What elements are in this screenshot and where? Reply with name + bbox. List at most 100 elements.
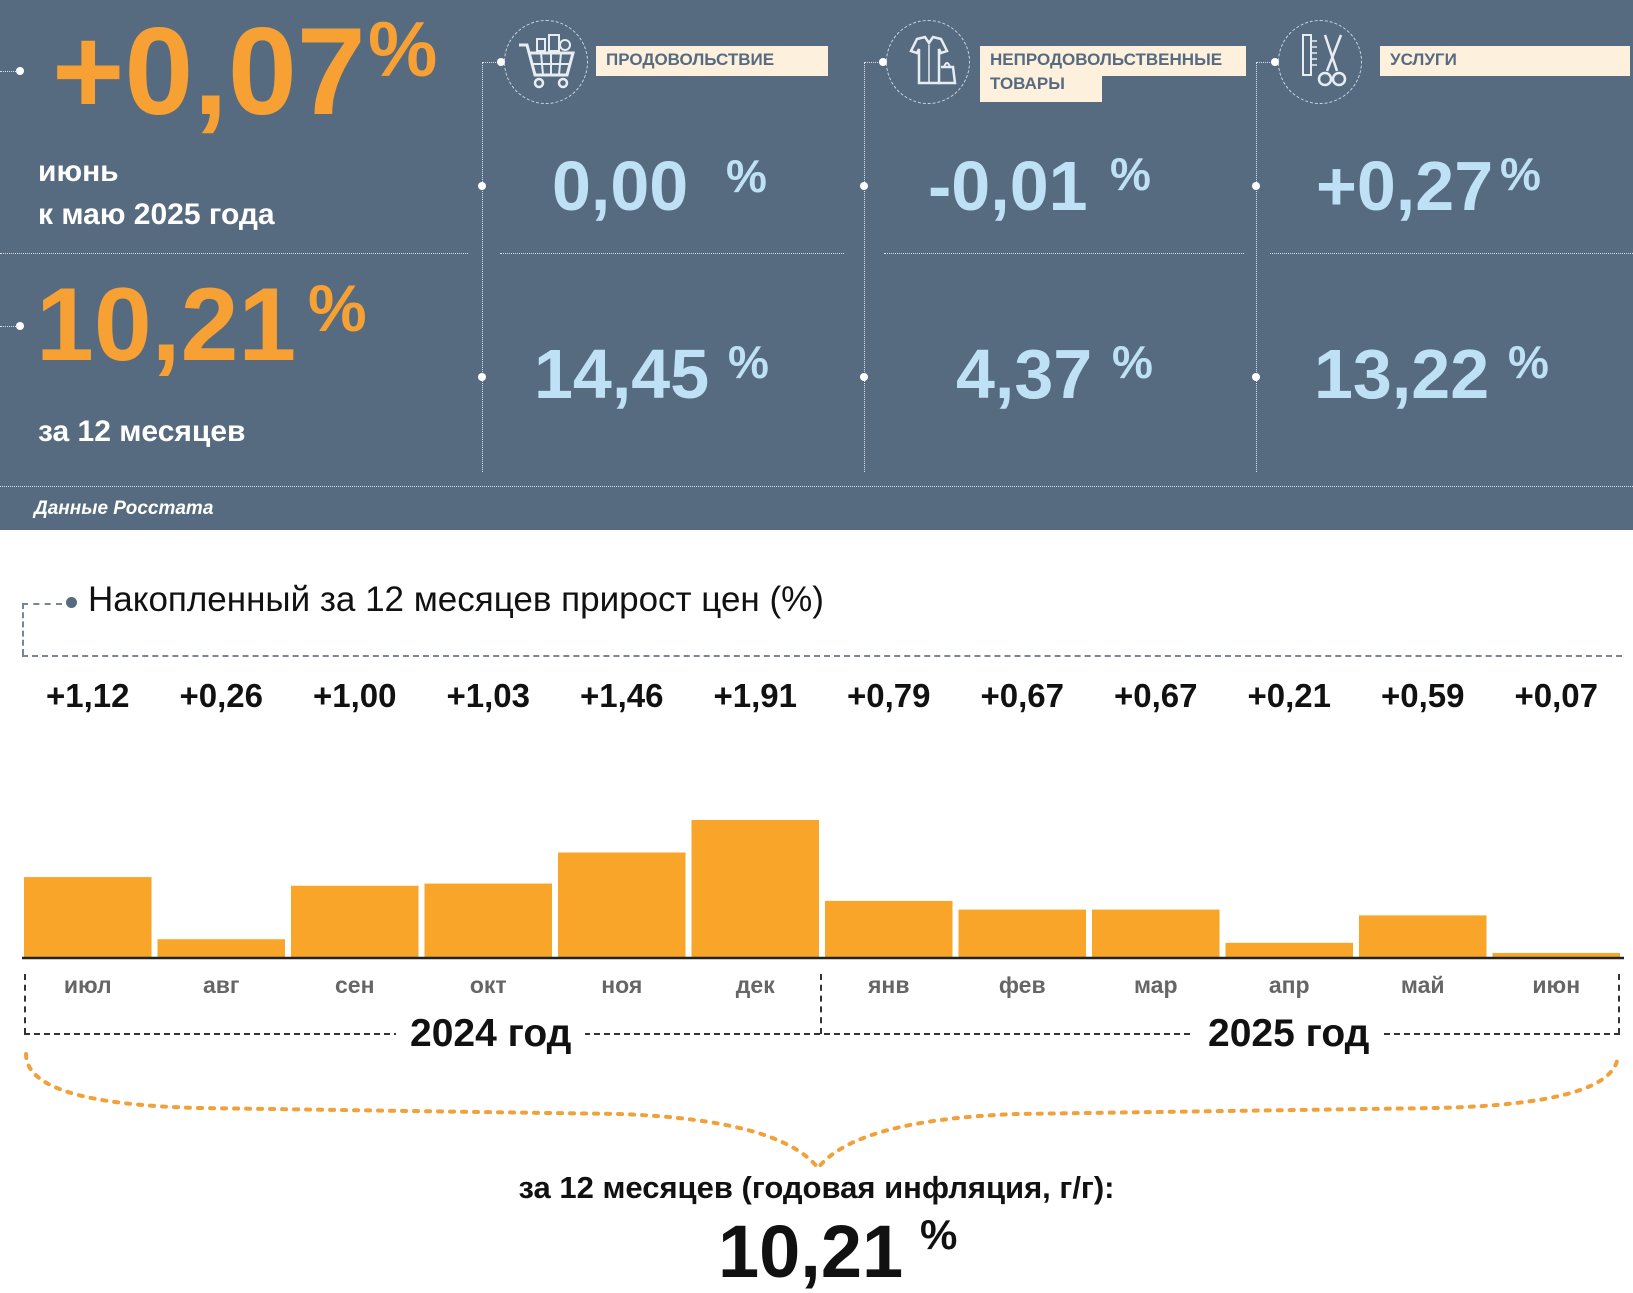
monthly-period-line1: июнь	[38, 155, 119, 188]
bar-ноя	[558, 852, 686, 958]
summary-pct: %	[920, 1211, 958, 1258]
chart-title: Накопленный за 12 месяцев прирост цен (%…	[88, 580, 824, 619]
value-label: +1,91	[713, 677, 798, 714]
nonfood-monthly-pct: %	[1110, 148, 1151, 200]
annual-period-label: за 12 месяцев	[38, 415, 246, 448]
food-monthly-pct: %	[726, 150, 767, 202]
bar-май	[1359, 915, 1487, 958]
connector-dot	[879, 58, 887, 66]
curly-brace	[24, 1052, 1620, 1172]
category-label-food: ПРОДОВОЛЬСТВИЕ	[596, 46, 828, 76]
year-label-2025: 2025 год	[1194, 1011, 1384, 1057]
year-label-2024: 2024 год	[396, 1011, 586, 1057]
connector-line	[864, 62, 884, 63]
month-label: фев	[998, 972, 1046, 998]
nonfood-annual-pct: %	[1112, 336, 1153, 388]
column-divider	[1256, 62, 1257, 472]
month-label: авг	[202, 972, 240, 998]
value-label: +0,67	[1114, 677, 1198, 714]
connector-line	[1256, 62, 1276, 63]
year-bracket	[1618, 974, 1620, 1034]
divider	[0, 486, 1633, 487]
connector-dot	[860, 182, 868, 190]
month-label: апр	[1268, 972, 1310, 998]
value-label: +1,03	[446, 677, 531, 714]
category-label-nonfood: НЕПРОДОВОЛЬСТВЕННЫЕ	[980, 46, 1246, 76]
connector-line	[0, 326, 18, 327]
month-label: янв	[868, 972, 910, 998]
bar-окт	[424, 883, 552, 958]
value-label: +0,79	[847, 677, 931, 714]
connector-dot	[16, 322, 24, 330]
month-label: июн	[1532, 972, 1581, 998]
title-connector	[22, 603, 24, 655]
food-monthly-value: 0,00	[552, 147, 689, 225]
title-dot	[66, 597, 77, 608]
connector-dot	[16, 67, 24, 75]
value-label: +0,59	[1381, 677, 1465, 714]
category-label-services: УСЛУГИ	[1380, 46, 1630, 76]
services-monthly-value: +0,27	[1316, 147, 1494, 225]
source-note: Данные Росстата	[34, 498, 214, 519]
value-label: +1,46	[580, 677, 664, 714]
bar-chart	[22, 820, 1624, 960]
bar-авг	[157, 939, 285, 958]
connector-line	[0, 71, 18, 72]
bar-фев	[958, 909, 1086, 958]
services-monthly-pct: %	[1500, 148, 1541, 200]
bar-янв	[825, 900, 953, 958]
year-divider	[820, 974, 822, 1034]
divider	[1270, 253, 1633, 254]
nonfood-monthly-value: -0,01	[928, 147, 1088, 225]
summary-value: 10,21	[718, 1210, 904, 1293]
month-label: июл	[63, 972, 112, 998]
monthly-inflation-value: +0,07	[52, 3, 366, 141]
year-bracket	[24, 974, 26, 1034]
annual-inflation-pct: %	[308, 271, 367, 345]
bar-мар	[1092, 909, 1220, 958]
month-label: ноя	[601, 972, 643, 998]
connector-dot	[478, 373, 486, 381]
connector-dot	[1252, 373, 1260, 381]
bar-апр	[1225, 942, 1353, 958]
column-divider	[482, 62, 483, 472]
category-name: ПРОДОВОЛЬСТВИЕ	[606, 50, 775, 69]
value-label: +0,21	[1247, 677, 1332, 714]
nonfood-annual-value: 4,37	[956, 335, 1093, 413]
shopping-cart-icon	[504, 20, 588, 104]
value-label: +1,00	[313, 677, 397, 714]
monthly-inflation-pct: %	[368, 5, 438, 93]
annual-inflation-value: 10,21	[36, 267, 297, 383]
month-label: май	[1400, 972, 1445, 998]
value-label: +0,07	[1514, 677, 1599, 714]
month-label: мар	[1133, 972, 1178, 998]
title-underline	[22, 655, 1622, 657]
value-label: +1,12	[46, 677, 130, 714]
category-name-line1: НЕПРОДОВОЛЬСТВЕННЫЕ	[990, 50, 1223, 69]
category-name-line2: ТОВАРЫ	[990, 74, 1065, 93]
value-label: +0,67	[980, 677, 1065, 714]
connector-dot	[1271, 58, 1279, 66]
connector-line	[482, 62, 502, 63]
month-label: дек	[735, 972, 775, 998]
month-label: окт	[469, 972, 507, 998]
summary-label: за 12 месяцев (годовая инфляция, г/г):	[518, 1170, 1115, 1205]
month-label: сен	[335, 972, 375, 998]
year-bracket-line	[24, 1033, 1620, 1035]
services-annual-pct: %	[1508, 336, 1549, 388]
monthly-period-line2: к маю 2025 года	[38, 198, 275, 231]
food-annual-pct: %	[728, 336, 769, 388]
summary-panel: +0,07 % июнь к маю 2025 года 10,21 % за …	[0, 0, 1633, 530]
bar-июл	[24, 877, 152, 958]
divider	[500, 253, 844, 254]
food-annual-value: 14,45	[534, 335, 710, 413]
divider	[884, 253, 1244, 254]
category-label-nonfood-line2: ТОВАРЫ	[980, 74, 1102, 102]
bar-июн	[1492, 952, 1620, 958]
title-connector	[22, 603, 62, 605]
bar-сен	[291, 885, 419, 958]
column-divider	[864, 62, 865, 472]
connector-dot	[860, 373, 868, 381]
category-name: УСЛУГИ	[1390, 50, 1457, 69]
divider	[0, 253, 468, 254]
